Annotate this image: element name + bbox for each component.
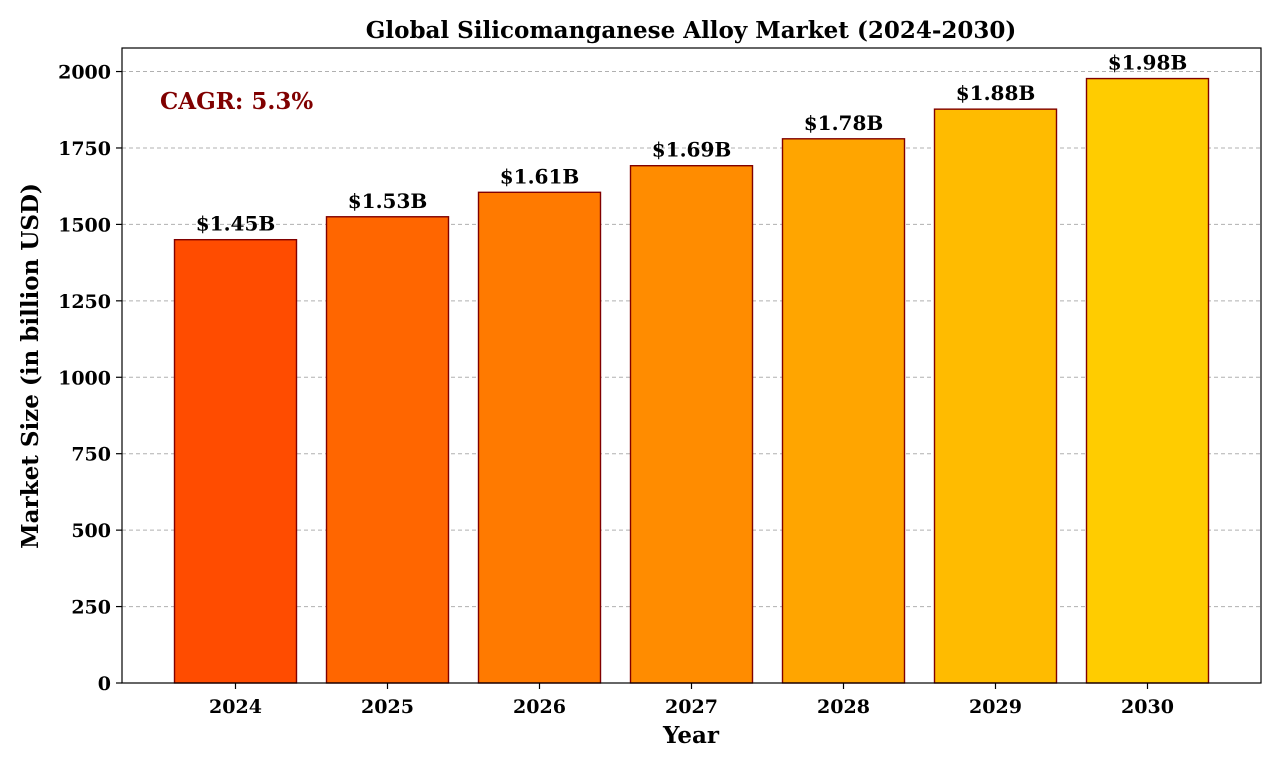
- y-tick-label: 250: [71, 597, 111, 619]
- x-tick-label: 2026: [513, 696, 566, 718]
- y-tick-label: 1000: [58, 367, 111, 389]
- x-axis-label: Year: [662, 722, 720, 749]
- x-axis-ticks: 2024 2025 2026 2027 2028 2029 2030: [209, 683, 1174, 718]
- x-tick-label: 2028: [817, 696, 870, 718]
- chart-title: Global Silicomanganese Alloy Market (202…: [366, 17, 1017, 44]
- bar-2030: [1085, 77, 1210, 684]
- bars: [173, 77, 1210, 684]
- x-tick-label: 2029: [969, 696, 1022, 718]
- x-tick-label: 2030: [1121, 696, 1174, 718]
- bar-2028: [781, 138, 906, 684]
- bar-2029: [933, 108, 1058, 684]
- bar-value-labels: $1.45B $1.53B $1.61B $1.69B $1.78B $1.88B $1.9…: [196, 51, 1188, 236]
- y-tick-label: 1500: [58, 214, 111, 236]
- y-tick-label: 0: [98, 673, 111, 695]
- bar-value-label: $1.69B: [652, 138, 732, 162]
- bar-value-label: $1.45B: [196, 212, 276, 236]
- bar-2024: [173, 238, 298, 684]
- y-tick-label: 2000: [58, 62, 111, 84]
- y-tick-label: 1750: [58, 138, 111, 160]
- bar-value-label: $1.61B: [500, 164, 580, 188]
- cagr-annotation: CAGR: 5.3%: [160, 88, 313, 115]
- bar-value-label: $1.53B: [348, 189, 428, 213]
- x-tick-label: 2024: [209, 696, 262, 718]
- bar-value-label: $1.98B: [1108, 51, 1188, 75]
- y-tick-label: 1250: [58, 291, 111, 313]
- bar-2025: [325, 216, 450, 684]
- bar-2026: [477, 191, 602, 684]
- y-tick-label: 500: [71, 520, 111, 542]
- y-axis-ticks: 0 250 500 750 1000 1250 1500 1750 2000: [58, 62, 122, 695]
- bar-value-label: $1.88B: [956, 81, 1036, 105]
- x-tick-label: 2027: [665, 696, 718, 718]
- bar-value-label: $1.78B: [804, 111, 884, 135]
- y-axis-label: Market Size (in billion USD): [17, 183, 44, 549]
- y-tick-label: 750: [71, 444, 111, 466]
- x-tick-label: 2025: [361, 696, 414, 718]
- bar-2027: [629, 165, 754, 684]
